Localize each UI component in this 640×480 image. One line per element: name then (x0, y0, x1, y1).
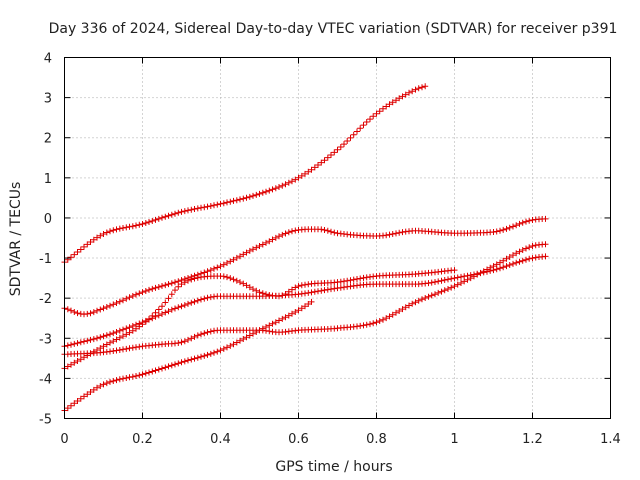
series-point-markers (61, 267, 458, 372)
x-tick-label: 1 (450, 432, 458, 447)
series-satellite-4 (61, 241, 549, 358)
x-tick-label: 1.4 (600, 432, 621, 447)
y-tick-label: 0 (44, 212, 52, 227)
series-point-markers (61, 253, 549, 350)
x-tick-labels: 0 0.2 0.4 0.6 0.8 1 1.2 1.4 (60, 432, 620, 447)
y-tick-label: 2 (44, 132, 52, 147)
y-tick-label: -5 (39, 413, 52, 428)
y-axis-label: SDTVAR / TECUs (8, 182, 24, 297)
grid-layer (64, 57, 611, 419)
y-tick-label: 1 (44, 172, 52, 187)
tick-layer (64, 57, 611, 419)
x-axis-label: GPS time / hours (275, 459, 392, 475)
series-point-markers (61, 215, 549, 318)
series-layer (61, 83, 549, 414)
chart-title: Day 336 of 2024, Sidereal Day-to-day VTE… (49, 21, 618, 37)
x-tick-label: 0.4 (210, 432, 231, 447)
y-tick-label: -1 (39, 252, 52, 267)
x-tick-label: 1.2 (522, 432, 543, 447)
plot-frame (64, 57, 611, 419)
series-satellite-3 (61, 253, 549, 350)
x-tick-label: 0.2 (132, 432, 153, 447)
series-satellite-2 (61, 215, 549, 318)
y-tick-label: -2 (39, 292, 52, 307)
series-point-markers (61, 298, 315, 414)
y-tick-label: -4 (39, 372, 52, 387)
x-tick-label: 0.8 (366, 432, 387, 447)
x-tick-label: 0 (60, 432, 68, 447)
y-tick-label: -3 (39, 332, 52, 347)
series-point-markers (61, 241, 549, 358)
y-tick-label: 4 (44, 52, 52, 67)
y-tick-labels: -5 -4 -3 -2 -1 0 1 2 3 4 (39, 52, 52, 428)
series-satellite-5 (61, 267, 458, 372)
y-tick-label: 3 (44, 92, 52, 107)
series-satellite-6 (61, 298, 315, 414)
x-tick-label: 0.6 (288, 432, 309, 447)
